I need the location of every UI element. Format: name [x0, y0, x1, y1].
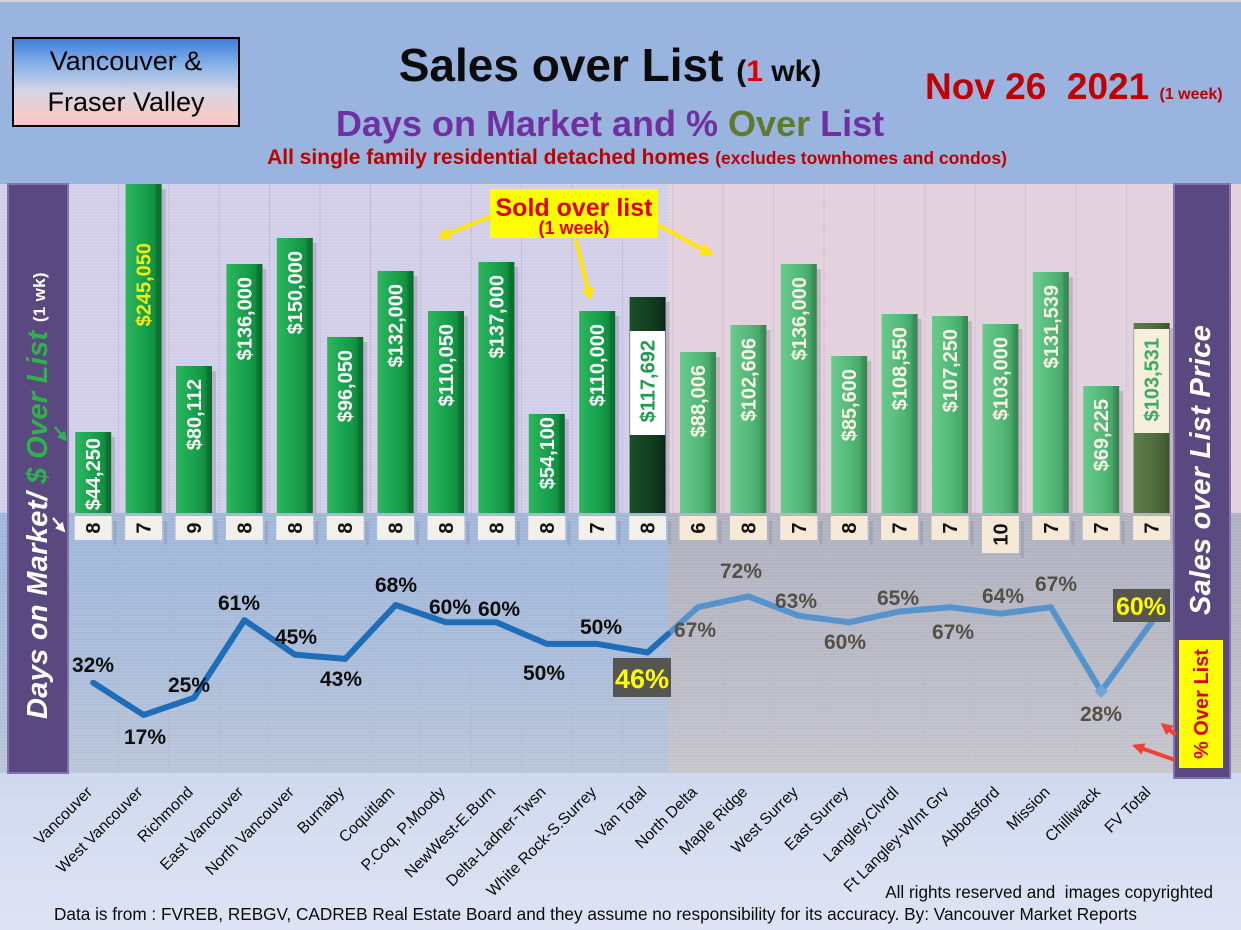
svg-text:FV Total: FV Total	[1102, 784, 1155, 837]
svg-text:68%: 68%	[375, 574, 417, 597]
svg-text:$69,225: $69,225	[1091, 399, 1113, 471]
svg-text:63%: 63%	[775, 590, 817, 613]
svg-text:7: 7	[940, 522, 962, 533]
svg-text:8: 8	[386, 522, 408, 533]
svg-text:72%: 72%	[720, 560, 762, 583]
svg-text:Sales over List Price: Sales over List Price	[1185, 325, 1217, 615]
svg-text:67%: 67%	[932, 621, 974, 644]
svg-text:$103,531: $103,531	[1142, 338, 1164, 421]
svg-text:$108,550: $108,550	[890, 327, 912, 410]
svg-text:$117,692: $117,692	[638, 340, 660, 422]
svg-text:$137,000: $137,000	[486, 275, 508, 358]
svg-text:$110,000: $110,000	[587, 324, 609, 406]
svg-text:10: 10	[990, 523, 1012, 545]
svg-text:43%: 43%	[320, 668, 362, 691]
svg-text:8: 8	[234, 522, 256, 533]
svg-text:$245,050: $245,050	[134, 243, 156, 326]
svg-text:Days on Market/ $ Over List (1: Days on Market/ $ Over List (1 wk)	[22, 272, 54, 719]
svg-text:28%: 28%	[1080, 703, 1122, 726]
svg-text:$107,250: $107,250	[940, 329, 962, 412]
svg-text:50%: 50%	[580, 616, 622, 639]
svg-text:$150,000: $150,000	[285, 251, 307, 334]
svg-text:7: 7	[1142, 522, 1164, 533]
svg-text:8: 8	[486, 522, 508, 533]
svg-text:7: 7	[1041, 522, 1063, 533]
svg-text:8: 8	[638, 522, 660, 533]
svg-text:$102,606: $102,606	[738, 338, 760, 421]
svg-text:8: 8	[738, 522, 760, 533]
svg-text:61%: 61%	[218, 592, 260, 615]
svg-text:6: 6	[688, 522, 710, 533]
svg-text:(1 week): (1 week)	[538, 218, 609, 238]
svg-text:8: 8	[537, 522, 559, 533]
svg-text:67%: 67%	[1035, 573, 1077, 596]
svg-text:9: 9	[184, 522, 206, 533]
svg-text:65%: 65%	[877, 587, 919, 610]
svg-text:7: 7	[587, 522, 609, 533]
svg-text:60%: 60%	[824, 631, 866, 654]
svg-text:$80,112: $80,112	[184, 379, 206, 450]
svg-text:60%: 60%	[1116, 593, 1166, 621]
svg-text:8: 8	[839, 522, 861, 533]
svg-text:32%: 32%	[72, 654, 114, 677]
svg-text:West Vancouver: West Vancouver	[53, 784, 146, 877]
svg-text:8: 8	[285, 522, 307, 533]
svg-text:7: 7	[1091, 522, 1113, 533]
svg-text:60%: 60%	[429, 596, 471, 619]
svg-text:$103,000: $103,000	[990, 337, 1012, 420]
svg-text:Chilliwack: Chilliwack	[1042, 784, 1104, 846]
svg-text:64%: 64%	[982, 585, 1024, 608]
svg-text:$85,600: $85,600	[839, 369, 861, 441]
svg-text:50%: 50%	[523, 662, 565, 685]
svg-text:45%: 45%	[275, 626, 317, 649]
svg-text:Mission: Mission	[1004, 784, 1054, 834]
svg-text:Sold over list: Sold over list	[496, 194, 654, 222]
svg-text:$132,000: $132,000	[386, 284, 408, 367]
svg-text:67%: 67%	[674, 619, 716, 642]
svg-text:North Vancouver: North Vancouver	[203, 784, 298, 879]
svg-text:$136,000: $136,000	[234, 277, 256, 360]
svg-text:8: 8	[83, 522, 105, 533]
svg-text:$96,050: $96,050	[335, 350, 357, 422]
svg-text:8: 8	[436, 522, 458, 533]
svg-text:$110,050: $110,050	[436, 324, 458, 406]
svg-text:7: 7	[789, 522, 811, 533]
svg-text:NewWest-E.Burn: NewWest-E.Burn	[402, 784, 499, 881]
svg-text:$131,539: $131,539	[1041, 285, 1063, 368]
svg-text:$44,250: $44,250	[83, 438, 105, 510]
svg-text:25%: 25%	[168, 674, 210, 697]
svg-text:$54,100: $54,100	[537, 417, 559, 489]
svg-text:60%: 60%	[478, 598, 520, 621]
svg-text:17%: 17%	[124, 726, 166, 749]
svg-text:$88,006: $88,006	[688, 365, 710, 437]
svg-text:46%: 46%	[615, 664, 669, 694]
svg-text:7: 7	[890, 522, 912, 533]
svg-text:8: 8	[335, 522, 357, 533]
svg-text:7: 7	[134, 522, 156, 533]
svg-text:% Over List: % Over List	[1191, 649, 1213, 759]
svg-text:$136,000: $136,000	[789, 277, 811, 360]
